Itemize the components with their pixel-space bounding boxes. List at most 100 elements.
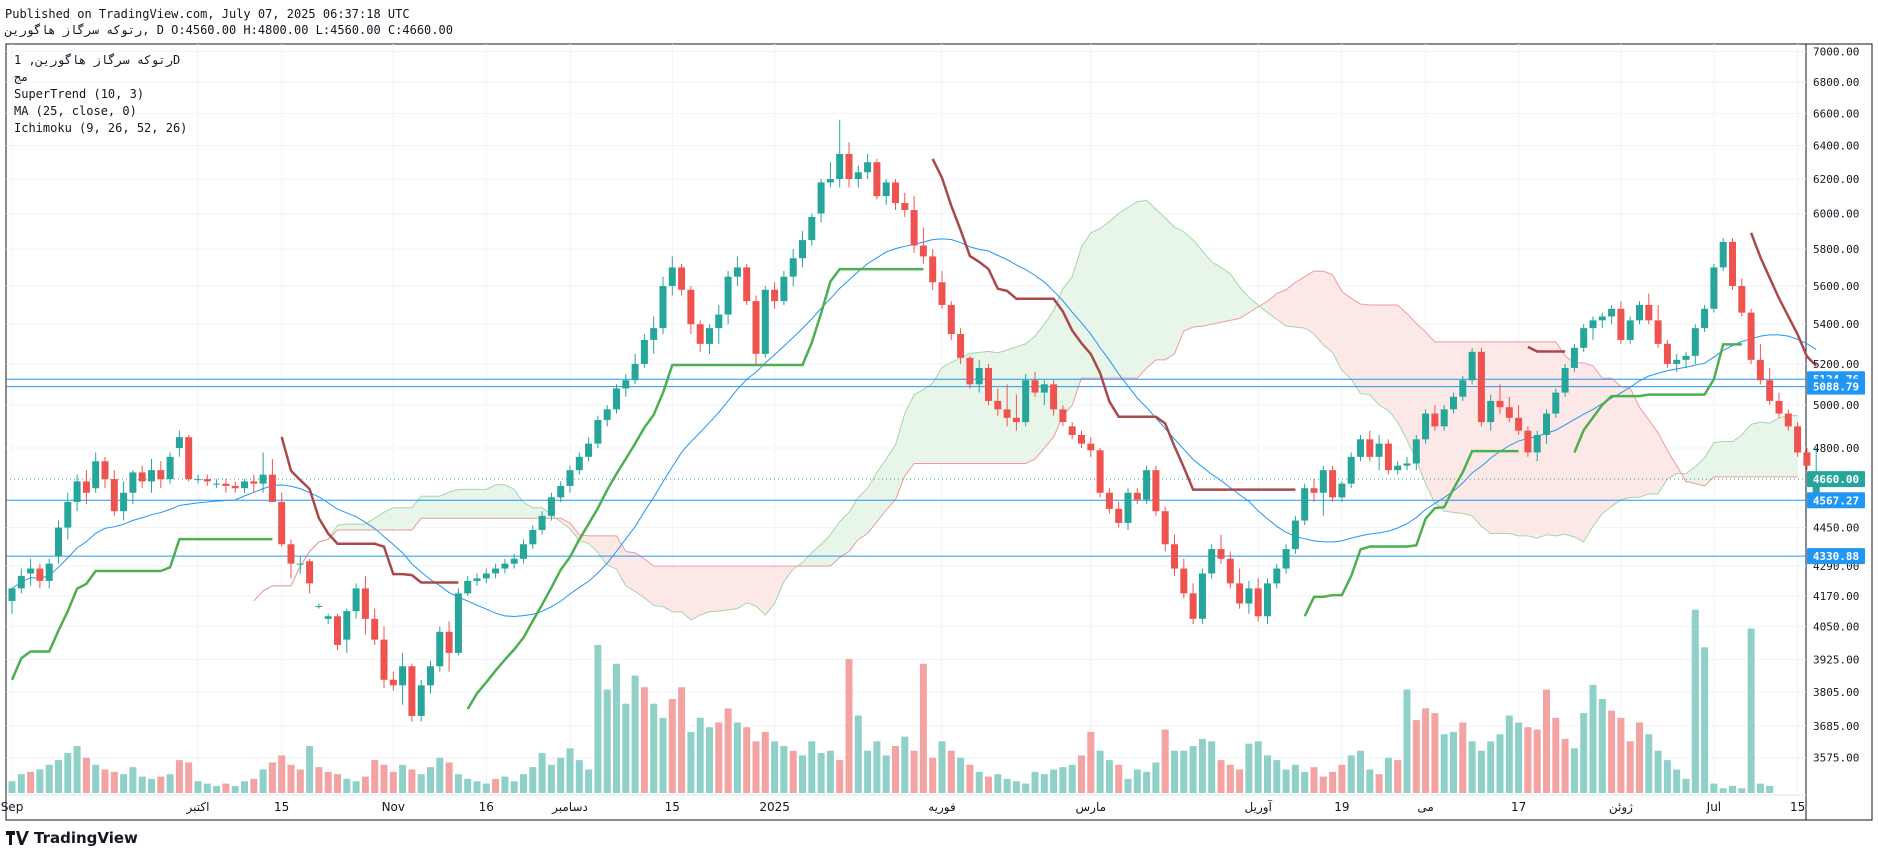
candle-body[interactable] <box>743 267 751 302</box>
candle-body[interactable] <box>55 527 62 557</box>
candle-body[interactable] <box>1087 443 1095 451</box>
candle-body[interactable] <box>473 578 481 581</box>
candle-body[interactable] <box>492 568 500 574</box>
candle-body[interactable] <box>464 580 472 594</box>
candle-body[interactable] <box>1710 267 1718 309</box>
candle-body[interactable] <box>138 472 146 482</box>
candle-body[interactable] <box>901 203 909 211</box>
candle-body[interactable] <box>947 304 955 335</box>
candle-body[interactable] <box>1068 426 1076 435</box>
time-tick-label[interactable]: 2025 <box>759 800 790 814</box>
candle-body[interactable] <box>315 606 323 608</box>
candle-body[interactable] <box>1217 549 1225 559</box>
candle-body[interactable] <box>1477 351 1485 423</box>
candle-body[interactable] <box>985 367 992 401</box>
price-tick-label[interactable]: 3685.00 <box>1813 720 1859 733</box>
candle-body[interactable] <box>864 162 872 173</box>
price-tick-label[interactable]: 6600.00 <box>1813 107 1859 120</box>
candle-body[interactable] <box>575 456 583 471</box>
candle-body[interactable] <box>1570 347 1578 368</box>
candle-body[interactable] <box>659 286 667 329</box>
candle-body[interactable] <box>724 276 732 315</box>
candle-body[interactable] <box>817 182 825 214</box>
candle-body[interactable] <box>1143 470 1151 500</box>
candle-body[interactable] <box>1747 312 1755 360</box>
candle-body[interactable] <box>417 685 425 716</box>
price-tick-label[interactable]: 5600.00 <box>1813 280 1859 293</box>
candle-body[interactable] <box>715 314 723 329</box>
candle-body[interactable] <box>557 485 565 498</box>
candle-body[interactable] <box>1663 343 1671 364</box>
candle-body[interactable] <box>1412 439 1420 464</box>
candle-body[interactable] <box>585 443 593 457</box>
candle-body[interactable] <box>1756 359 1764 381</box>
candle-body[interactable] <box>696 324 704 344</box>
candle-body[interactable] <box>1208 549 1216 574</box>
candle-body[interactable] <box>1459 380 1467 397</box>
candle-body[interactable] <box>1552 392 1560 414</box>
candle-body[interactable] <box>1152 470 1160 512</box>
time-tick-label[interactable]: آوریل <box>1245 799 1273 815</box>
candle-body[interactable] <box>1450 396 1457 410</box>
candle-body[interactable] <box>371 618 379 640</box>
time-tick-label[interactable]: 15 <box>1790 800 1805 814</box>
time-tick-label[interactable]: دسامبر <box>551 800 588 815</box>
candle-body[interactable] <box>1533 434 1541 453</box>
legend-supertrend[interactable]: SuperTrend (10, 3) <box>14 87 145 101</box>
candle-body[interactable] <box>668 267 676 287</box>
candle-body[interactable] <box>1589 320 1597 329</box>
time-tick-label[interactable]: 16 <box>479 800 494 814</box>
candle-body[interactable] <box>1524 430 1532 453</box>
candle-body[interactable] <box>17 575 25 589</box>
horizontal-lines[interactable] <box>6 378 1806 557</box>
price-tick-label[interactable]: 4170.00 <box>1813 590 1859 603</box>
time-tick-label[interactable]: می <box>1417 800 1433 814</box>
time-tick-label[interactable]: فوریه <box>928 800 956 815</box>
candle-body[interactable] <box>892 182 899 204</box>
price-tick-label[interactable]: 4450.00 <box>1813 522 1859 535</box>
time-tick-label[interactable]: 17 <box>1511 800 1526 814</box>
candle-body[interactable] <box>1078 434 1085 444</box>
candle-body[interactable] <box>1738 286 1746 313</box>
price-tick-label[interactable]: 5400.00 <box>1813 318 1859 331</box>
candle-body[interactable] <box>1319 470 1327 493</box>
candles[interactable] <box>8 119 1820 722</box>
candle-body[interactable] <box>1468 351 1476 381</box>
candle-body[interactable] <box>1050 384 1058 410</box>
candle-body[interactable] <box>1505 407 1513 418</box>
time-tick-label[interactable]: 15 <box>665 800 680 814</box>
candle-body[interactable] <box>1691 328 1699 356</box>
legend-ichimoku[interactable]: Ichimoku (9, 26, 52, 26) <box>14 121 188 135</box>
time-tick-label[interactable]: Jul <box>1706 800 1721 814</box>
candle-body[interactable] <box>259 474 267 484</box>
candle-body[interactable] <box>1180 568 1188 594</box>
candle-body[interactable] <box>1608 308 1616 317</box>
time-tick-label[interactable]: اکتبر <box>186 800 210 815</box>
candle-body[interactable] <box>1133 492 1141 500</box>
candle-body[interactable] <box>157 470 165 480</box>
candle-body[interactable] <box>706 328 713 344</box>
candle-body[interactable] <box>1515 417 1523 431</box>
candle-body[interactable] <box>120 492 128 512</box>
candle-body[interactable] <box>287 544 295 564</box>
candle-body[interactable] <box>250 481 258 484</box>
candle-body[interactable] <box>1422 413 1430 440</box>
candle-body[interactable] <box>1394 465 1402 471</box>
candle-body[interactable] <box>1115 508 1123 523</box>
candle-body[interactable] <box>8 588 16 601</box>
candle-body[interactable] <box>1366 439 1374 457</box>
candle-body[interactable] <box>854 172 862 180</box>
candle-body[interactable] <box>566 470 574 486</box>
candle-body[interactable] <box>631 363 639 381</box>
candle-body[interactable] <box>799 240 806 259</box>
candle-body[interactable] <box>1124 492 1132 523</box>
candle-body[interactable] <box>1682 355 1690 360</box>
price-axis[interactable]: 7000.00 6800.00 6600.00 6400.00 6200.00 6000.… <box>1813 45 1859 764</box>
candle-body[interactable] <box>1561 367 1569 393</box>
candle-body[interactable] <box>1487 400 1495 423</box>
candle-body[interactable] <box>296 563 304 565</box>
candle-body[interactable] <box>166 456 174 480</box>
candle-body[interactable] <box>1636 304 1643 321</box>
candle-body[interactable] <box>1310 488 1318 493</box>
